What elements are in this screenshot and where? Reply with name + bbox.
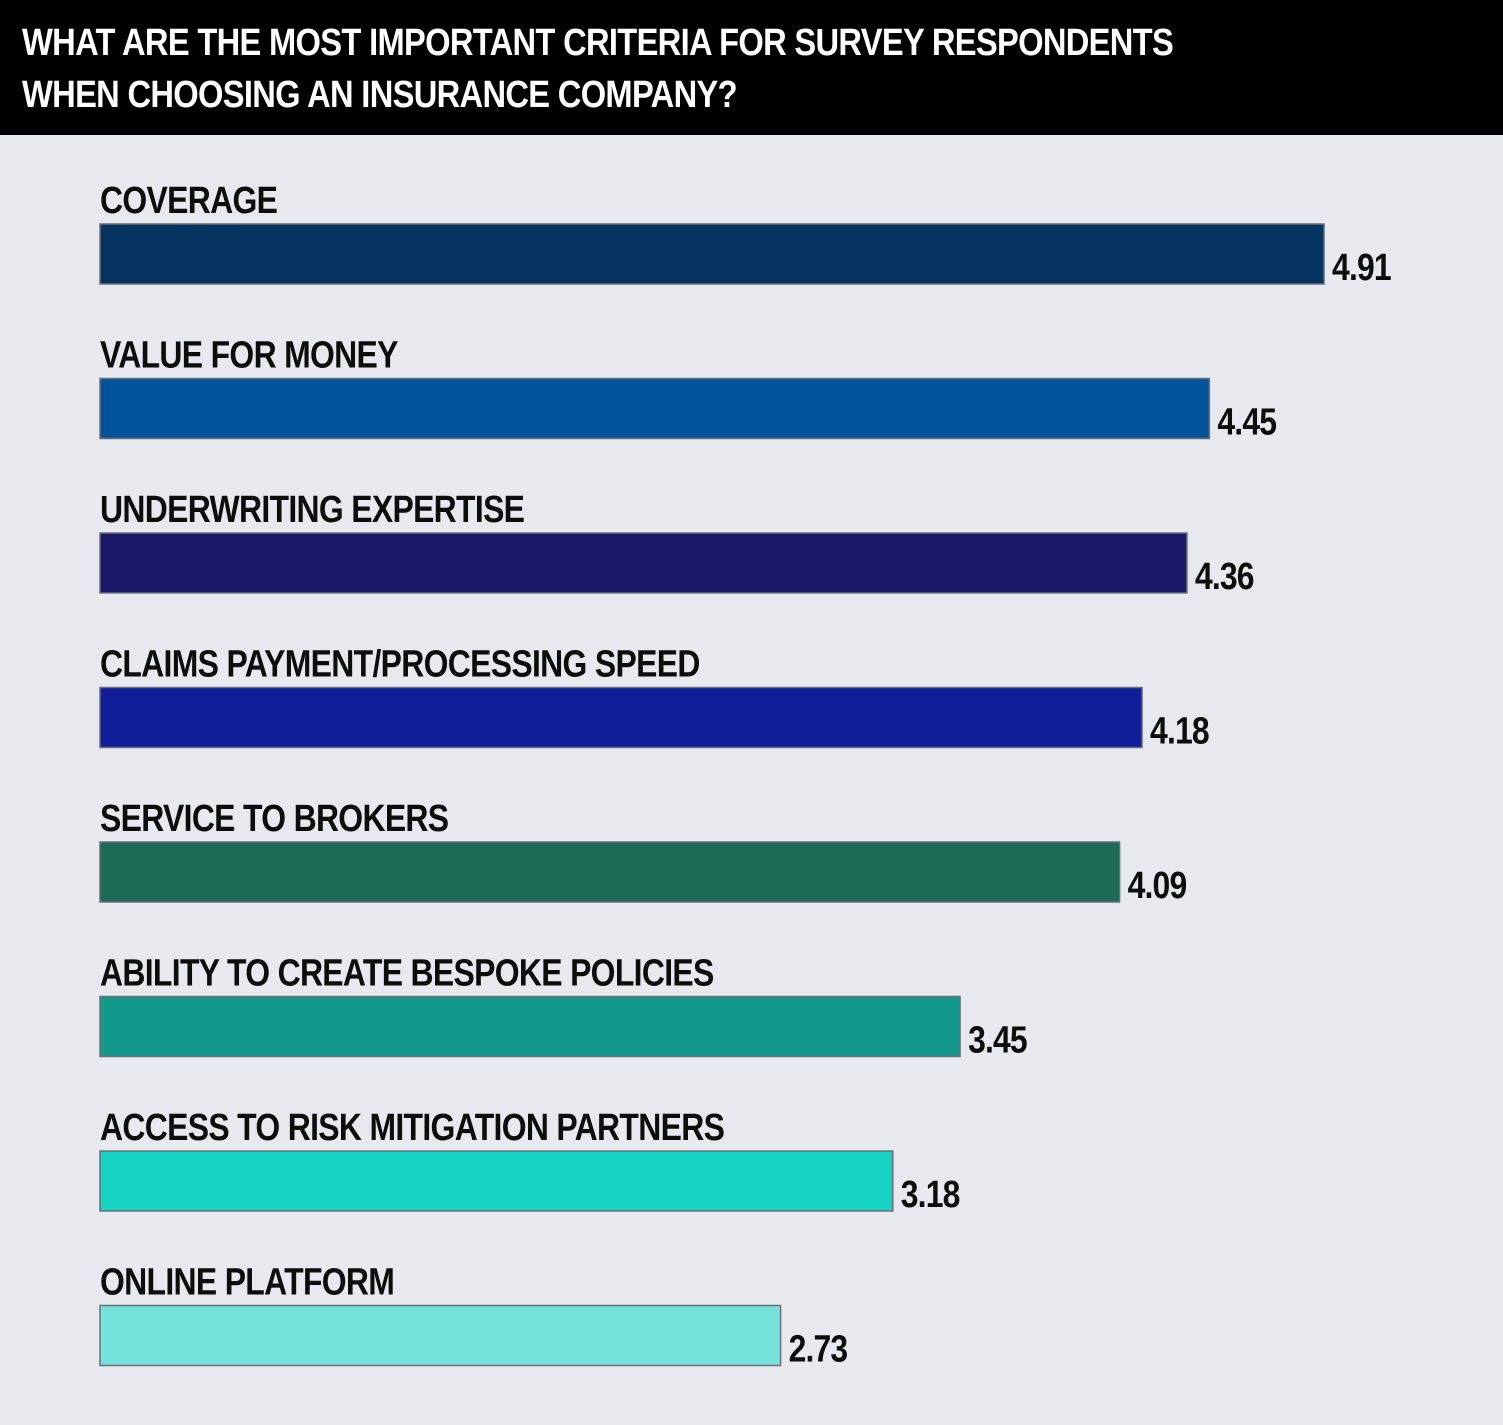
value-label: 4.36 bbox=[1195, 555, 1254, 597]
category-label: VALUE FOR MONEY bbox=[100, 334, 398, 376]
bar bbox=[99, 223, 1325, 285]
category-label: COVERAGE bbox=[100, 179, 278, 221]
bar bbox=[99, 995, 961, 1058]
category-label: SERVICE TO BROKERS bbox=[100, 797, 449, 839]
chart-title: WHAT ARE THE MOST IMPORTANT CRITERIA FOR… bbox=[22, 22, 1174, 116]
bar bbox=[99, 532, 1188, 594]
category-label: CLAIMS PAYMENT/PROCESSING SPEED bbox=[100, 643, 700, 685]
bar-chart: COVERAGE 4.91 VALUE FOR MONEY 4.45 UNDERWRIT… bbox=[99, 179, 1392, 1370]
value-label: 4.09 bbox=[1128, 864, 1187, 906]
category-label: ACCESS TO RISK MITIGATION PARTNERS bbox=[100, 1106, 725, 1148]
category-label: ONLINE PLATFORM bbox=[100, 1261, 394, 1303]
title-banner: WHAT ARE THE MOST IMPORTANT CRITERIA FOR… bbox=[0, 0, 1503, 135]
bar bbox=[99, 377, 1211, 440]
value-label: 4.91 bbox=[1332, 246, 1391, 288]
bar bbox=[99, 1150, 894, 1212]
value-label: 4.45 bbox=[1217, 401, 1276, 443]
bar bbox=[99, 686, 1143, 749]
category-label: UNDERWRITING EXPERTISE bbox=[100, 488, 525, 530]
category-label: ABILITY TO CREATE BESPOKE POLICIES bbox=[100, 952, 714, 994]
value-label: 3.45 bbox=[968, 1019, 1027, 1061]
bar bbox=[99, 1304, 782, 1367]
value-label: 4.18 bbox=[1150, 710, 1209, 752]
value-label: 2.73 bbox=[789, 1328, 848, 1370]
value-label: 3.18 bbox=[901, 1173, 960, 1215]
bar bbox=[99, 841, 1121, 903]
